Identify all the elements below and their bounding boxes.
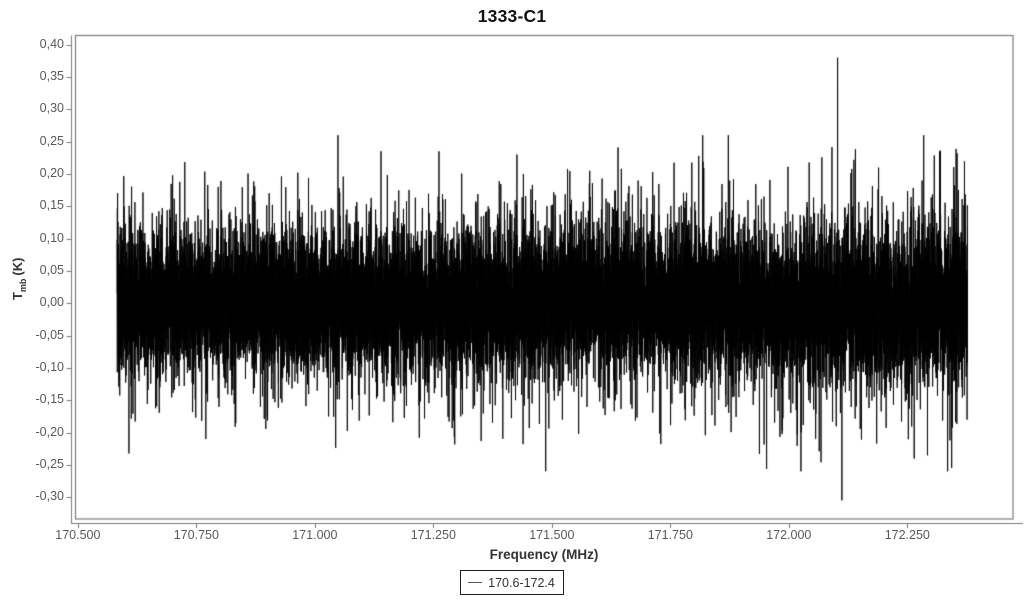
y-tick-label: -0,15	[35, 392, 65, 407]
y-tick-label: -0,25	[35, 456, 65, 471]
y-tick-label: 0,35	[39, 69, 64, 83]
y-axis-subscript: mb	[17, 278, 28, 293]
y-tick-label: 0,00	[39, 295, 64, 310]
y-tick-label: -0,20	[35, 424, 65, 439]
x-tick-label: 171.750	[647, 528, 693, 542]
y-tick-label: -0,10	[35, 359, 65, 374]
x-tick-label: 171.250	[410, 528, 456, 542]
x-tick-label: 171.000	[292, 528, 338, 542]
legend-box: 170.6-172.4	[460, 570, 564, 595]
x-tick-label: 172.000	[766, 528, 812, 542]
x-axis-title: Frequency (MHz)	[489, 547, 599, 562]
y-tick-label: -0,05	[35, 327, 65, 342]
x-tick-label: 170.750	[173, 528, 219, 542]
legend-line-sample	[468, 582, 483, 583]
y-tick-label: 0,05	[39, 262, 64, 277]
y-tick-label: 0,40	[39, 36, 64, 51]
y-axis-title: Tmb(K)	[10, 234, 28, 324]
y-tick-label: 0,15	[39, 198, 64, 213]
x-tick-label: 171.500	[529, 528, 575, 542]
y-tick-label: -0,30	[35, 489, 65, 504]
y-tick-label: 0,10	[39, 230, 64, 245]
legend-label: 170.6-172.4	[488, 575, 555, 590]
chart-title: 1333-C1	[477, 6, 547, 26]
x-tick-label: 170.500	[55, 528, 101, 542]
x-tick-label: 172.250	[884, 528, 930, 542]
y-tick-label: 0,20	[39, 165, 64, 180]
legend: 170.6-172.4	[0, 570, 1024, 595]
y-tick-label: 0,30	[39, 101, 64, 116]
y-tick-label: 0,25	[39, 133, 64, 148]
